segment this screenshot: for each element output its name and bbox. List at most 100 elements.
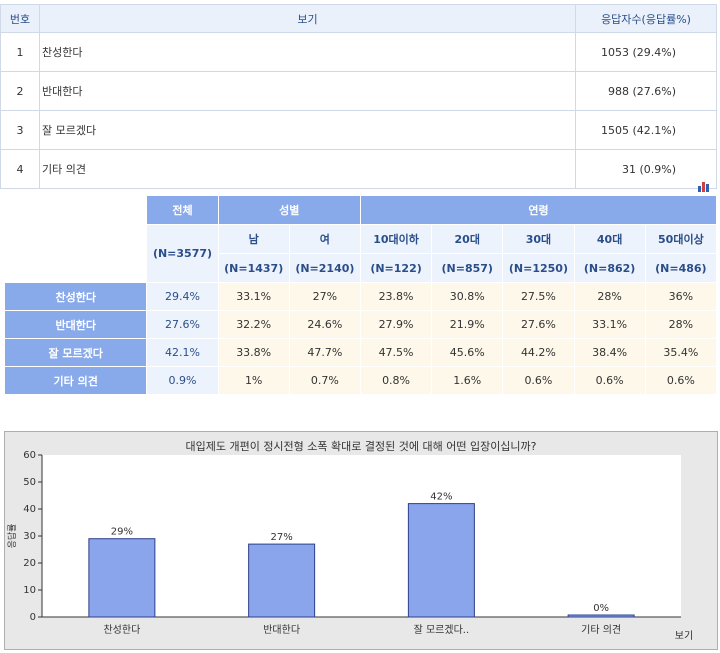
results-row: 1 찬성한다 1053 (29.4%) (0, 32, 717, 72)
bar (88, 538, 156, 618)
value-cell: 27% (289, 283, 360, 310)
column-label: 30대 (503, 225, 574, 253)
row-no: 1 (0, 32, 40, 72)
column-n: (N=2140) (289, 254, 360, 282)
column-n: (N=862) (574, 254, 645, 282)
value-cell: 0.6% (645, 367, 716, 394)
bar-value-label: 0% (593, 603, 609, 614)
bar-chart-panel: 대입제도 개편이 정시전형 소폭 확대로 결정된 것에 대해 어떤 입장이십니까… (4, 431, 718, 650)
bar (407, 503, 475, 618)
value-cell: 28% (645, 311, 716, 338)
value-cell: 45.6% (432, 339, 503, 366)
row-option: 기타 의견 (39, 149, 576, 189)
results-header-row: 번호 보기 응답자수(응답률%) (0, 4, 717, 33)
value-cell: 0.7% (289, 367, 360, 394)
crosstab-row: 반대한다 27.6% 32.2% 24.6% 27.9% 21.9% 27.6%… (5, 311, 716, 338)
column-n: (N=857) (432, 254, 503, 282)
total-n: (N=3577) (147, 225, 218, 282)
row-option: 잘 모르겠다 (39, 110, 576, 150)
x-tick-label: 찬성한다 (103, 624, 140, 636)
value-cell: 28% (574, 283, 645, 310)
results-table: 번호 보기 응답자수(응답률%) 1 찬성한다 1053 (29.4%) 2 반… (0, 4, 717, 189)
value-cell: 24.6% (289, 311, 360, 338)
header-count: 응답자수(응답률%) (575, 4, 717, 33)
column-label: 40대 (574, 225, 645, 253)
y-tick-label: 10 (23, 585, 36, 596)
crosstab-row: 찬성한다 29.4% 33.1% 27% 23.8% 30.8% 27.5% 2… (5, 283, 716, 310)
column-label: 20대 (432, 225, 503, 253)
row-count: 31 (0.9%) (575, 149, 717, 189)
x-tick-label: 잘 모르겠다.. (414, 624, 470, 636)
column-n: (N=486) (645, 254, 716, 282)
total-header: 전체 (147, 196, 218, 224)
value-cell: 47.5% (360, 339, 432, 366)
column-label: 50대이상 (645, 225, 716, 253)
value-cell: 0.8% (360, 367, 432, 394)
crosstab-row: 잘 모르겠다 42.1% 33.8% 47.7% 47.5% 45.6% 44.… (5, 339, 716, 366)
value-cell: 33.8% (218, 339, 289, 366)
bar-chart-icon[interactable] (697, 180, 711, 192)
y-tick-label: 50 (23, 477, 36, 488)
bar (248, 543, 316, 618)
value-cell: 21.9% (432, 311, 503, 338)
value-cell: 35.4% (645, 339, 716, 366)
results-row: 4 기타 의견 31 (0.9%) (0, 149, 717, 189)
total-cell: 0.9% (147, 367, 218, 394)
value-cell: 30.8% (432, 283, 503, 310)
column-label: 10대이하 (360, 225, 432, 253)
row-no: 3 (0, 110, 40, 150)
value-cell: 1% (218, 367, 289, 394)
value-cell: 27.5% (503, 283, 574, 310)
gender-header: 성별 (218, 196, 360, 224)
value-cell: 27.6% (503, 311, 574, 338)
value-cell: 47.7% (289, 339, 360, 366)
value-cell: 32.2% (218, 311, 289, 338)
value-cell: 0.6% (503, 367, 574, 394)
age-header: 연령 (360, 196, 716, 224)
x-axis-title: 보기 (675, 630, 693, 642)
row-label: 잘 모르겠다 (5, 339, 147, 366)
row-label: 반대한다 (5, 311, 147, 338)
crosstab-table: 전체 성별 연령 (N=3577) 남 여 10대이하 20대 30대 40대 … (4, 195, 717, 395)
row-label: 찬성한다 (5, 283, 147, 310)
x-tick-label: 반대한다 (263, 624, 300, 636)
total-cell: 42.1% (147, 339, 218, 366)
value-cell: 0.6% (574, 367, 645, 394)
row-option: 반대한다 (39, 71, 576, 111)
bar-chart: 0 10 20 30 40 50 60 응답률 29% 찬성한다 27% 반대한다 42% 잘 모르겠다.… (6, 450, 693, 642)
row-no: 4 (0, 149, 40, 189)
value-cell: 1.6% (432, 367, 503, 394)
y-tick-label: 40 (23, 504, 36, 515)
value-cell: 27.9% (360, 311, 432, 338)
total-cell: 29.4% (147, 283, 218, 310)
chart-title: 대입제도 개편이 정시전형 소폭 확대로 결정된 것에 대해 어떤 입장이십니까… (185, 440, 537, 453)
value-cell: 36% (645, 283, 716, 310)
y-axis-title: 응답률 (6, 524, 18, 549)
row-count: 1505 (42.1%) (575, 110, 717, 150)
header-option: 보기 (39, 4, 576, 33)
value-cell: 33.1% (574, 311, 645, 338)
y-tick-label: 0 (30, 612, 36, 623)
row-count: 1053 (29.4%) (575, 32, 717, 72)
results-row: 2 반대한다 988 (27.6%) (0, 71, 717, 111)
row-count: 988 (27.6%) (575, 71, 717, 111)
value-cell: 23.8% (360, 283, 432, 310)
value-cell: 44.2% (503, 339, 574, 366)
column-n: (N=1437) (218, 254, 289, 282)
column-n: (N=122) (360, 254, 432, 282)
column-n: (N=1250) (503, 254, 574, 282)
y-tick-label: 20 (23, 558, 36, 569)
header-no: 번호 (0, 4, 40, 33)
row-option: 찬성한다 (39, 32, 576, 72)
column-label: 남 (218, 225, 289, 253)
column-label: 여 (289, 225, 360, 253)
results-row: 3 잘 모르겠다 1505 (42.1%) (0, 110, 717, 150)
bar-value-label: 29% (111, 527, 133, 538)
value-cell: 33.1% (218, 283, 289, 310)
total-cell: 27.6% (147, 311, 218, 338)
bar-value-label: 42% (430, 492, 452, 503)
y-tick-label: 30 (23, 531, 36, 542)
row-label: 기타 의견 (5, 367, 147, 394)
crosstab-row: 기타 의견 0.9% 1% 0.7% 0.8% 1.6% 0.6% 0.6% 0… (5, 367, 716, 394)
x-tick-label: 기타 의견 (581, 624, 621, 636)
